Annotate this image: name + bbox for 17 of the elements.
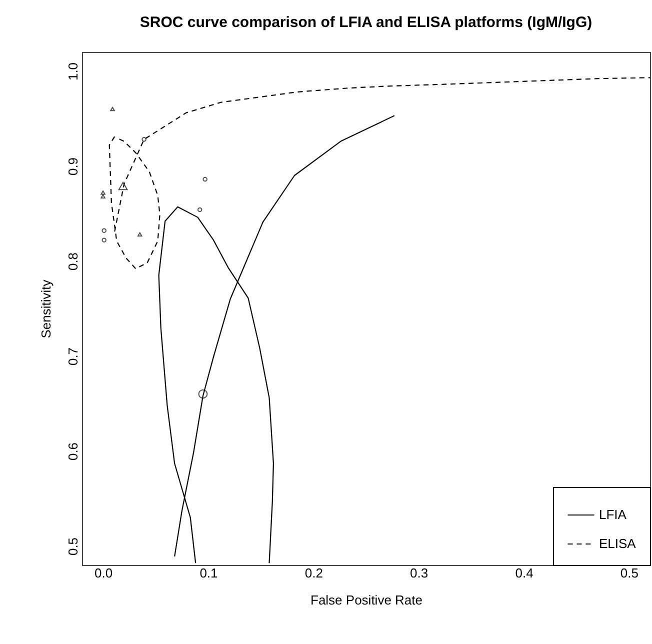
x-tick-label: 0.1: [200, 566, 218, 580]
x-tick-label: 0.3: [410, 566, 428, 580]
y-tick-label: 0.7: [66, 347, 80, 366]
legend-label: LFIA: [599, 507, 627, 522]
chart-title: SROC curve comparison of LFIA and ELISA platforms (IgM/IgG): [140, 14, 592, 31]
y-axis-title: Sensitivity: [38, 279, 54, 338]
x-tick-label: 0.2: [304, 566, 323, 580]
x-tick-label: 0.0: [94, 566, 113, 580]
y-tick-label: 0.6: [66, 442, 80, 461]
y-tick-label: 0.9: [66, 157, 80, 176]
y-tick-label: 0.8: [66, 252, 80, 271]
x-axis-title: False Positive Rate: [310, 592, 422, 608]
x-tick-label: 0.5: [620, 566, 638, 580]
legend-label: ELISA: [599, 536, 636, 551]
y-tick-label: 1.0: [66, 62, 80, 81]
y-tick-label: 0.5: [66, 537, 80, 556]
x-tick-label: 0.4: [515, 566, 534, 580]
